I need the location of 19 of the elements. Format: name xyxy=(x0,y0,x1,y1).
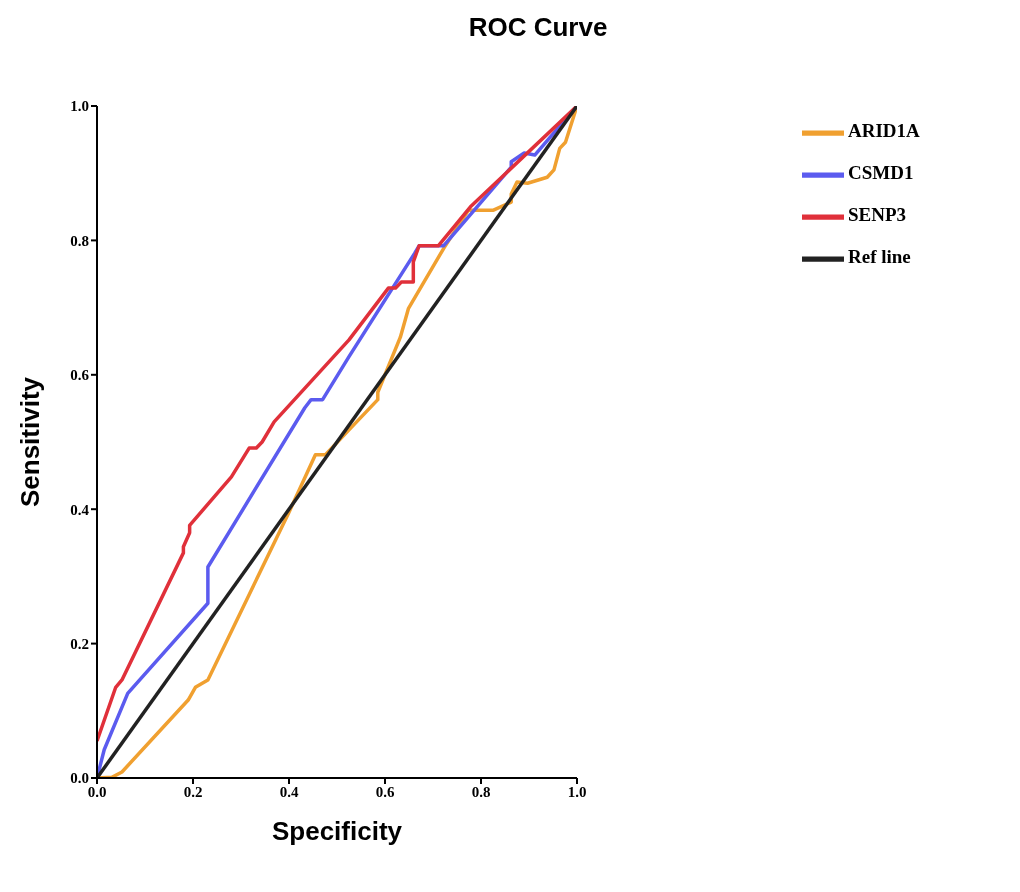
x-tick-label: 0.6 xyxy=(375,783,395,800)
x-tick-label: 0.0 xyxy=(87,783,107,800)
x-tick-label: 0.2 xyxy=(183,783,203,800)
y-tick-label: 0.4 xyxy=(70,501,90,518)
y-tick-label: 0.2 xyxy=(70,635,89,652)
y-tick-label: 1.0 xyxy=(70,98,89,115)
legend-label: Ref line xyxy=(848,246,911,268)
y-tick-label: 0.6 xyxy=(70,367,90,384)
legend-label: CSMD1 xyxy=(848,162,914,184)
y-tick-label: 0.8 xyxy=(70,232,89,249)
x-tick-label: 0.4 xyxy=(279,783,299,800)
y-axis-title: Sensitivity xyxy=(15,376,46,508)
x-tick-label: 1.0 xyxy=(567,783,587,800)
legend-label: ARID1A xyxy=(848,120,920,142)
x-tick-label: 0.8 xyxy=(471,783,491,800)
chart-title: ROC Curve xyxy=(467,12,609,43)
legend-label: SENP3 xyxy=(848,204,907,226)
x-axis-title: Specificity xyxy=(271,816,403,846)
y-tick-label: 0.0 xyxy=(70,770,89,787)
